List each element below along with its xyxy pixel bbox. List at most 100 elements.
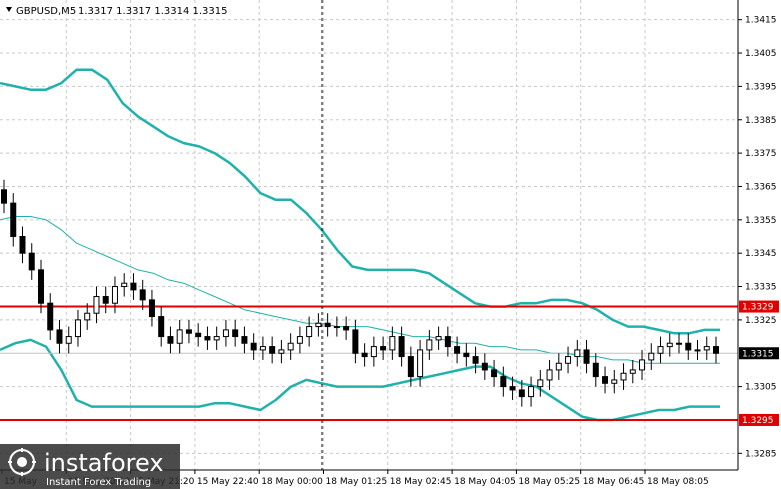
- dropdown-arrow-icon[interactable]: [6, 7, 12, 12]
- candle-body: [241, 336, 248, 344]
- candle-body: [463, 352, 470, 358]
- candle-body: [472, 356, 479, 364]
- candle-body: [204, 336, 211, 341]
- candle-body: [250, 342, 257, 351]
- candle-body: [278, 349, 285, 354]
- candle-body: [102, 296, 109, 304]
- candle-body: [74, 319, 81, 338]
- candle-body: [583, 349, 590, 364]
- x-tick-label: 18 May 04:05: [454, 477, 516, 487]
- candle-body: [713, 346, 719, 354]
- candle-body: [352, 329, 359, 354]
- y-tick-label: 1.3305: [745, 383, 777, 393]
- y-tick-label: 1.3325: [745, 316, 777, 326]
- candle-body: [333, 326, 340, 329]
- candle-body: [676, 342, 683, 345]
- y-tick-label: 1.3335: [745, 283, 777, 293]
- x-tick-label: 18 May 02:45: [390, 477, 452, 487]
- candle-body: [666, 342, 673, 348]
- bollinger-middle-band: [0, 216, 720, 364]
- candle-body: [574, 349, 581, 358]
- candle-body: [639, 359, 646, 371]
- candle-body: [648, 352, 655, 361]
- candle-body: [47, 302, 54, 331]
- candle-body: [694, 349, 701, 352]
- current-price-label: 1.3315: [742, 349, 774, 359]
- candle-body: [657, 346, 664, 354]
- y-tick-label: 1.3285: [745, 449, 777, 459]
- candle-body: [139, 289, 146, 301]
- candle-body: [454, 346, 461, 354]
- x-tick-label: 18 May 00:00: [261, 477, 323, 487]
- candle-body: [592, 362, 599, 378]
- candle-body: [324, 322, 331, 328]
- candle-body: [555, 362, 562, 371]
- candle-body: [546, 369, 553, 381]
- candle-body: [444, 336, 451, 348]
- x-tick-label: 18 May 08:05: [647, 477, 709, 487]
- level-price-badge: [739, 300, 779, 313]
- y-tick-label: 1.3415: [745, 16, 777, 26]
- y-tick-label: 1.3395: [745, 82, 777, 92]
- price-axis: 1.3415 1.3405 1.3395 1.3385 1.3375 1.3365 1.33…: [737, 0, 777, 470]
- candle-body: [435, 336, 442, 341]
- candle-body: [370, 346, 377, 358]
- bollinger-upper-band: [0, 68, 720, 335]
- candle-body: [148, 299, 155, 318]
- candle-body: [491, 369, 498, 378]
- x-tick-label: 18 May 05:25: [518, 477, 580, 487]
- chart-header[interactable]: GBPUSD,M5 1.3317 1.3317 1.3314 1.3315: [6, 6, 228, 17]
- x-tick-label: 18 May 01:25: [326, 477, 388, 487]
- candle-body: [93, 296, 100, 314]
- candle-body: [213, 336, 220, 341]
- y-tick-label: 1.3365: [745, 182, 777, 192]
- candle-body: [389, 336, 396, 351]
- x-tick-label: 15 May 22:40: [197, 477, 259, 487]
- candle-body: [398, 336, 405, 358]
- x-tick-label: 18 May 06:45: [583, 477, 645, 487]
- candle-body: [1, 189, 7, 204]
- y-tick-label: 1.3385: [745, 116, 777, 126]
- candle-body: [629, 369, 636, 374]
- y-tick-label: 1.3405: [745, 49, 777, 59]
- candle-body: [167, 336, 174, 344]
- candle-body: [361, 352, 368, 358]
- symbol-label: GBPUSD,M5: [16, 6, 76, 17]
- ohlc-values: 1.3317 1.3317 1.3314 1.3315: [78, 6, 228, 17]
- candle-body: [380, 346, 387, 351]
- y-tick-label: 1.3355: [745, 216, 777, 226]
- y-tick-label: 1.3345: [745, 249, 777, 259]
- support-resistance-levels: 1.3329 1.3295 1.3315: [0, 300, 779, 426]
- level-price-badge: [739, 413, 779, 426]
- candle-body: [287, 342, 294, 351]
- candle-body: [407, 356, 414, 378]
- candle-body: [528, 386, 535, 398]
- candle-body: [509, 386, 516, 391]
- candle-body: [315, 322, 322, 328]
- candle-body: [56, 329, 63, 344]
- candle-body: [343, 326, 350, 331]
- candle-body: [232, 329, 239, 338]
- candle-body: [611, 379, 618, 384]
- candle-body: [10, 202, 17, 237]
- candle-body: [28, 252, 35, 271]
- candle-body: [426, 339, 433, 351]
- candle-body: [417, 349, 424, 378]
- candle-body: [565, 356, 572, 364]
- candle-body: [259, 346, 266, 351]
- candle-body: [537, 379, 544, 388]
- candle-body: [685, 342, 692, 351]
- candle-body: [84, 312, 91, 321]
- candle-body: [111, 286, 118, 304]
- watermark-panel: [0, 444, 180, 489]
- candle-body: [65, 336, 72, 344]
- candle-body: [296, 336, 303, 344]
- candle-body: [37, 269, 44, 304]
- candle-body: [481, 362, 488, 371]
- candle-body: [121, 282, 128, 288]
- watermark: instaforex Instant Forex Trading: [0, 444, 180, 489]
- candle-body: [500, 376, 507, 388]
- candle-body: [703, 346, 710, 351]
